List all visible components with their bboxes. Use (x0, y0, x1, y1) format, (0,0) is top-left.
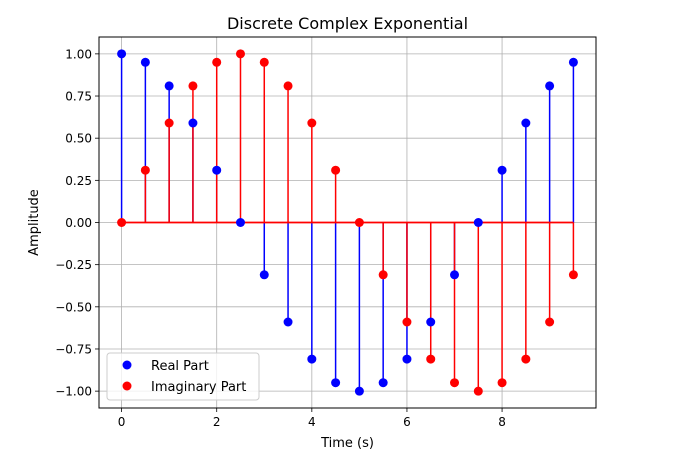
stem-marker-real (402, 354, 412, 364)
stem-marker-imaginary (402, 317, 412, 327)
legend-box (106, 352, 260, 401)
y-tick-label: 0.25 (65, 174, 92, 188)
x-tick-label: 6 (403, 415, 411, 429)
stem-marker-real (164, 81, 174, 91)
chart-title: Discrete Complex Exponential (227, 14, 468, 33)
stem-marker-real (188, 118, 198, 128)
stem-marker-imaginary (140, 165, 150, 175)
stem-marker-real (426, 317, 436, 327)
stem-marker-real (212, 165, 222, 175)
y-tick-label: 0.50 (65, 132, 92, 146)
stem-marker-imaginary (117, 218, 127, 227)
y-tick-label: −0.25 (55, 258, 92, 272)
x-tick-label: 2 (213, 415, 221, 429)
stem-marker-imaginary (497, 378, 507, 388)
stem-marker-real (140, 57, 150, 67)
stem-marker-real (378, 378, 388, 388)
stem-marker-imaginary (450, 378, 460, 388)
stem-marker-real (450, 270, 460, 280)
stem-marker-real (521, 118, 531, 128)
y-tick-label: 1.00 (65, 47, 92, 61)
stem-marker-real (235, 218, 245, 227)
legend-label-imaginary: Imaginary Part (151, 380, 246, 395)
stem-marker-real (497, 165, 507, 175)
stem-marker-real (473, 218, 483, 227)
stem-marker-imaginary (283, 81, 293, 91)
stem-layer (120, 53, 575, 392)
stem-marker-imaginary (354, 218, 364, 227)
stem-marker-imaginary (426, 354, 436, 364)
x-axis-label: Time (s) (320, 436, 374, 451)
y-axis-label: Amplitude (27, 189, 42, 256)
stem-marker-imaginary (259, 57, 269, 67)
marker-layer (117, 49, 578, 396)
stem-marker-real (283, 317, 293, 327)
x-tick-label: 4 (308, 415, 316, 429)
y-tick-label: −0.75 (55, 342, 92, 356)
stem-marker-real (354, 386, 364, 396)
x-tick-label: 8 (498, 415, 506, 429)
tick-layer: 0 2 4 6 8 −1.00 −0.75 −0.50 −0.25 0.00 0.25 0.50 0.7… (55, 47, 506, 429)
stem-marker-real (545, 81, 555, 91)
stem-marker-real (117, 49, 127, 59)
legend-label-real: Real Part (151, 359, 209, 374)
legend: Real Part Imaginary Part (106, 352, 260, 401)
stem-marker-imaginary (307, 118, 317, 128)
stem-marker-real (568, 57, 578, 67)
stem-marker-real (307, 354, 317, 364)
stem-marker-imaginary (188, 81, 198, 91)
stem-marker-imaginary (521, 354, 531, 364)
stem-marker-imaginary (545, 317, 555, 327)
y-tick-label: −1.00 (55, 385, 92, 399)
legend-marker-real (122, 360, 132, 370)
legend-marker-imaginary (122, 381, 132, 391)
stem-marker-imaginary (164, 118, 174, 128)
stem-marker-imaginary (331, 165, 341, 175)
y-tick-label: 0.00 (65, 216, 92, 230)
stem-marker-imaginary (473, 386, 483, 396)
y-tick-label: −0.50 (55, 300, 92, 314)
y-tick-label: 0.75 (65, 90, 92, 104)
stem-marker-imaginary (235, 49, 245, 59)
stem-marker-real (259, 270, 269, 280)
stem-marker-imaginary (378, 270, 388, 280)
x-tick-label: 0 (118, 415, 126, 429)
stem-marker-imaginary (212, 57, 222, 67)
stem-marker-imaginary (568, 270, 578, 280)
stem-marker-real (331, 378, 341, 388)
